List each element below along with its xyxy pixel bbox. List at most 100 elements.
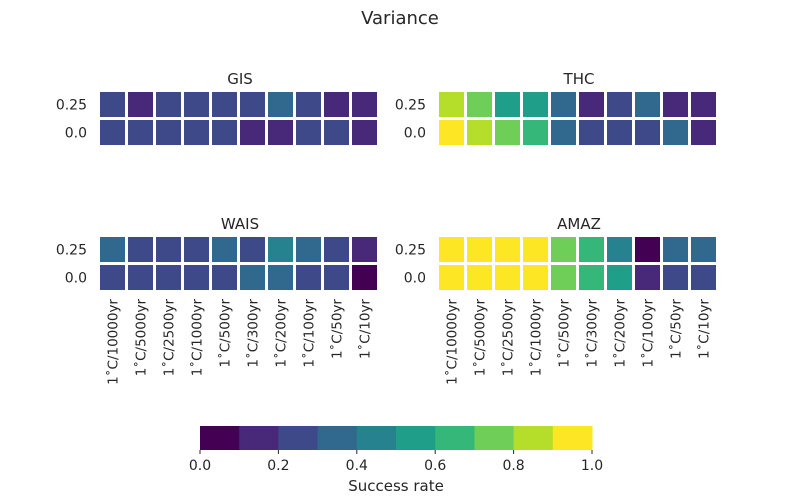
heatmap-cell — [635, 265, 660, 290]
heatmap-cell — [324, 265, 349, 290]
heatmap-cell — [128, 237, 153, 262]
heatmap-cell — [523, 92, 548, 117]
y-tick-label: 0.25 — [56, 98, 87, 114]
heatmap-cell — [607, 265, 632, 290]
x-tick-label: 1˚C/10yr — [357, 299, 374, 359]
heatmap-cell — [352, 120, 377, 145]
heatmap-cell — [579, 120, 604, 145]
heatmap-cell — [212, 265, 237, 290]
x-tick-label: 1˚C/50yr — [668, 299, 685, 359]
heatmap-cell — [523, 265, 548, 290]
x-tick-label: 1˚C/2500yr — [500, 299, 517, 377]
heatmap-cell — [352, 265, 377, 290]
heatmap-cell — [551, 265, 576, 290]
heatmap-cell — [663, 120, 688, 145]
x-tick-label: 1˚C/10000yr — [105, 299, 122, 385]
panel-title-thc: THC — [563, 70, 595, 88]
heatmap-cell — [296, 92, 321, 117]
heatmap-cell — [156, 237, 181, 262]
y-tick-label: 0.25 — [395, 243, 426, 259]
heatmap-cell — [296, 265, 321, 290]
panel-wais: WAIS 0.25 0.0 1˚C/10000yr 1˚C/5000yr 1˚C/2500… — [56, 215, 377, 385]
heatmap-cell — [467, 237, 492, 262]
heatmap-cell — [352, 92, 377, 117]
colorbar-tick-label: 0.4 — [346, 458, 368, 474]
heatmap-cell — [663, 92, 688, 117]
heatmap-cell — [240, 237, 265, 262]
x-tick-label: 1˚C/200yr — [273, 299, 290, 368]
heatmap-cell — [439, 92, 464, 117]
colorbar-segment — [239, 426, 279, 450]
heatmap-cell — [212, 237, 237, 262]
heatmap-cell — [635, 237, 660, 262]
colorbar: 0.0 0.2 0.4 0.6 0.8 1.0 Success rate — [189, 426, 603, 495]
heatmap-cell — [268, 120, 293, 145]
heatmap-cell — [551, 92, 576, 117]
heatmap-cell — [100, 265, 125, 290]
heatmap-cell — [439, 237, 464, 262]
heatmap-cell — [156, 120, 181, 145]
heatmap-cell — [495, 120, 520, 145]
heatmap-cell — [691, 265, 716, 290]
x-tick-label: 1˚C/1000yr — [528, 299, 545, 377]
heatmap-cell — [156, 265, 181, 290]
heatmap-cell — [635, 92, 660, 117]
heatmap-cell — [100, 120, 125, 145]
colorbar-segment — [474, 426, 515, 450]
figure-title: Variance — [361, 8, 439, 29]
panel-title-wais: WAIS — [221, 215, 259, 233]
heatmap-cell — [467, 265, 492, 290]
y-tick-label: 0.25 — [56, 243, 87, 259]
heatmap-cell — [352, 237, 377, 262]
heatmap-cell — [579, 265, 604, 290]
heatmap-cell — [156, 92, 181, 117]
x-tick-label: 1˚C/500yr — [217, 299, 234, 368]
heatmap-cell — [184, 92, 209, 117]
heatmap-cell — [663, 237, 688, 262]
heatmap-cell — [240, 120, 265, 145]
x-tick-label: 1˚C/10yr — [696, 299, 713, 359]
heatmap-cell — [100, 92, 125, 117]
heatmap-cell — [467, 120, 492, 145]
heatmap-cell — [184, 237, 209, 262]
colorbar-segment — [356, 426, 397, 450]
heatmap-cell — [324, 92, 349, 117]
heatmap-cell — [324, 120, 349, 145]
heatmap-cell — [635, 120, 660, 145]
heatmap-cell — [324, 237, 349, 262]
heatmap-cell — [691, 237, 716, 262]
colorbar-tick-label: 1.0 — [581, 458, 603, 474]
y-tick-label: 0.0 — [65, 126, 87, 142]
heatmap-cell — [212, 92, 237, 117]
heatmap-cell — [607, 237, 632, 262]
x-tick-label: 1˚C/100yr — [301, 299, 318, 368]
heatmap-cell — [495, 92, 520, 117]
x-tick-label: 1˚C/10000yr — [444, 299, 461, 385]
heatmap-cell — [268, 265, 293, 290]
x-tick-label: 1˚C/300yr — [584, 299, 601, 368]
heatmap-cell — [691, 120, 716, 145]
heatmap-cell — [579, 237, 604, 262]
heatmap-cell — [296, 120, 321, 145]
panel-amaz: AMAZ 0.25 0.0 1˚C/10000yr 1˚C/5000yr 1˚C/2500… — [395, 215, 716, 385]
colorbar-segment — [200, 426, 240, 450]
x-tick-label: 1˚C/100yr — [640, 299, 657, 368]
heatmap-cell — [268, 237, 293, 262]
colorbar-tick-label: 0.6 — [424, 458, 446, 474]
heatmap-cell — [607, 120, 632, 145]
colorbar-segment — [552, 426, 593, 450]
heatmap-cell — [551, 120, 576, 145]
panel-title-amaz: AMAZ — [557, 215, 601, 233]
heatmap-cell — [128, 265, 153, 290]
x-tick-label: 1˚C/2500yr — [161, 299, 178, 377]
x-tick-label: 1˚C/5000yr — [472, 299, 489, 377]
heatmap-cell — [691, 92, 716, 117]
x-tick-label: 1˚C/500yr — [556, 299, 573, 368]
heatmap-cell — [467, 92, 492, 117]
x-tick-label: 1˚C/200yr — [612, 299, 629, 368]
heatmap-cell — [184, 120, 209, 145]
heatmap-cell — [100, 237, 125, 262]
y-tick-label: 0.25 — [395, 98, 426, 114]
x-tick-label: 1˚C/300yr — [245, 299, 262, 368]
heatmap-cell — [523, 237, 548, 262]
